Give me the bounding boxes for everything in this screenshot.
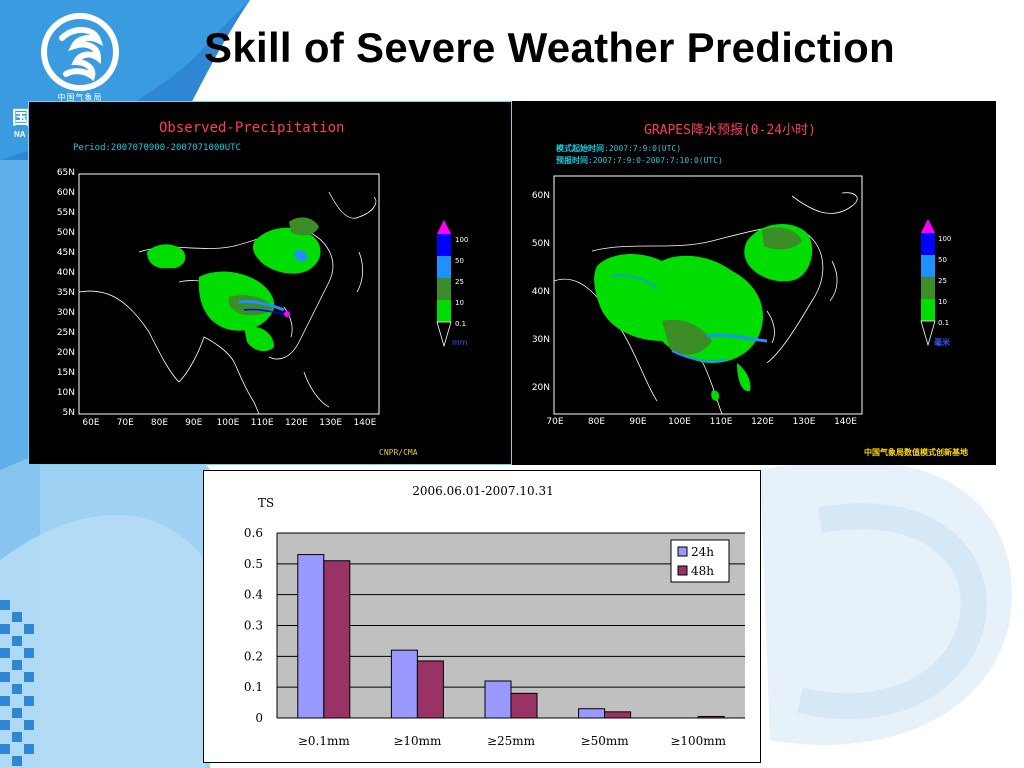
y-tick-label: 0.2 xyxy=(244,649,263,663)
longitude-label: 140E xyxy=(353,418,377,428)
latitude-label: 55N xyxy=(56,208,75,218)
grapes-forecast-map: GRAPES降水预报(0-24小时) 模式起始时间:2007:7:9:0(UTC… xyxy=(512,101,996,465)
logo-caption: 中国气象局 xyxy=(57,93,103,102)
latitude-label: 60N xyxy=(531,191,550,201)
legend-entry: 24h xyxy=(691,545,714,559)
forecast-map-credit: 中国气象局数值模式创新基地 xyxy=(864,448,968,457)
bar-24h xyxy=(390,649,418,719)
bar-48h xyxy=(323,560,351,719)
longitude-label: 80E xyxy=(587,417,606,427)
legend-swatch-48h xyxy=(677,565,688,576)
x-tick-label: ≥0.1mm xyxy=(298,734,351,748)
longitude-label: 60E xyxy=(82,418,100,428)
longitude-label: 120E xyxy=(284,418,308,428)
longitude-label: 110E xyxy=(709,417,733,427)
legend-swatch-24h xyxy=(677,546,688,557)
latitude-label: 60N xyxy=(56,188,75,198)
longitude-label: 90E xyxy=(629,417,647,427)
observed-legend-unit: mm xyxy=(452,338,468,347)
legend-value-label: 50 xyxy=(938,256,947,264)
observed-map-period: Period:2007070900-2007071000UTC xyxy=(73,143,241,153)
longitude-label: 130E xyxy=(792,417,816,427)
longitude-label: 80E xyxy=(150,418,169,428)
latitude-label: 30N xyxy=(531,335,550,345)
y-tick-label: 0.5 xyxy=(244,557,263,571)
y-tick-label: 0.4 xyxy=(244,588,263,602)
x-tick-label: ≥25mm xyxy=(487,734,536,748)
legend-value-label: 50 xyxy=(455,257,464,265)
observed-map-title: Observed-Precipitation xyxy=(159,120,345,136)
longitude-label: 70E xyxy=(546,417,564,427)
chart-svg: 0 0.1 0.2 0.3 0.4 0.5 0.6 2006.06.01-2007.10.31… xyxy=(244,484,745,748)
bar-24h xyxy=(484,680,512,719)
latitude-label: 40N xyxy=(531,287,550,297)
bar-48h xyxy=(510,692,538,719)
latitude-label: 45N xyxy=(56,248,75,258)
forecast-start-time: 模式起始时间:2007:7:9:0(UTC) xyxy=(556,143,681,154)
longitude-label: 100E xyxy=(668,417,691,427)
latitude-label: 35N xyxy=(56,288,75,298)
latitude-label: 30N xyxy=(56,308,75,318)
observed-precipitation-map: Observed-Precipitation Period:2007070900… xyxy=(28,101,512,465)
observed-map-credit: CNPR/CMA xyxy=(379,448,418,457)
forecast-legend-unit: 毫米 xyxy=(934,338,950,347)
latitude-label: 40N xyxy=(56,268,75,278)
latitude-label: 15N xyxy=(56,368,75,378)
legend-value-label: 10 xyxy=(938,298,947,306)
latitude-label: 25N xyxy=(56,328,75,338)
longitude-label: 70E xyxy=(116,418,134,428)
longitude-label: 90E xyxy=(185,418,203,428)
x-tick-label: ≥50mm xyxy=(581,734,630,748)
latitude-label: 50N xyxy=(56,228,75,238)
observed-map-graphic xyxy=(78,173,452,415)
cma-logo-icon xyxy=(41,13,119,91)
x-tick-label: ≥100mm xyxy=(670,734,726,748)
legend-value-label: 100 xyxy=(455,236,469,244)
bar-48h xyxy=(604,711,632,719)
side-abbreviation: NA xyxy=(14,130,26,139)
slide-title: Skill of Severe Weather Prediction xyxy=(204,24,895,71)
bar-24h xyxy=(297,554,325,719)
legend-entry: 48h xyxy=(691,564,714,578)
latitude-label: 20N xyxy=(56,348,75,358)
forecast-start-value: :2007:7:9:0(UTC) xyxy=(604,144,682,153)
latitude-label: 20N xyxy=(531,383,550,393)
longitude-label: 120E xyxy=(751,417,774,427)
forecast-start-label: 模式起始时间 xyxy=(556,144,604,153)
y-tick-label: 0.1 xyxy=(244,680,263,694)
legend-value-label: 25 xyxy=(455,278,464,286)
side-character: 国 xyxy=(12,108,30,128)
forecast-colorbar xyxy=(920,219,936,347)
legend-value-label: 100 xyxy=(938,235,952,243)
y-axis-label: TS xyxy=(258,496,274,510)
latitude-label: 65N xyxy=(56,168,75,178)
forecast-map-graphic xyxy=(553,175,936,415)
forecast-valid-value: :2007:7:9:0-2007:7:10:0(UTC) xyxy=(588,156,723,165)
legend-value-label: 25 xyxy=(938,277,947,285)
longitude-label: 140E xyxy=(834,417,857,427)
bar-48h xyxy=(416,660,444,719)
longitude-label: 130E xyxy=(319,418,343,428)
longitude-label: 110E xyxy=(250,418,274,428)
latitude-label: 50N xyxy=(531,239,550,249)
forecast-valid-label: 预报时间 xyxy=(556,156,588,165)
forecast-valid-time: 预报时间:2007:7:9:0-2007:7:10:0(UTC) xyxy=(556,155,723,166)
forecast-map-title: GRAPES降水预报(0-24小时) xyxy=(644,123,816,138)
legend-value-label: 0.1 xyxy=(938,319,950,327)
observed-colorbar xyxy=(436,220,452,348)
longitude-label: 100E xyxy=(216,418,240,428)
chart-title: 2006.06.01-2007.10.31 xyxy=(412,484,553,498)
y-tick-label: 0.6 xyxy=(244,526,263,540)
x-tick-label: ≥10mm xyxy=(393,734,442,748)
legend-value-label: 0.1 xyxy=(455,320,467,328)
latitude-label: 5N xyxy=(62,408,75,418)
bar-24h xyxy=(578,708,606,719)
legend-value-label: 10 xyxy=(455,299,464,307)
ts-score-bar-chart: 0 0.1 0.2 0.3 0.4 0.5 0.6 2006.06.01-2007.10.31… xyxy=(203,470,761,763)
latitude-label: 10N xyxy=(56,388,75,398)
y-tick-label: 0.3 xyxy=(244,619,263,633)
y-tick-label: 0 xyxy=(255,711,263,725)
